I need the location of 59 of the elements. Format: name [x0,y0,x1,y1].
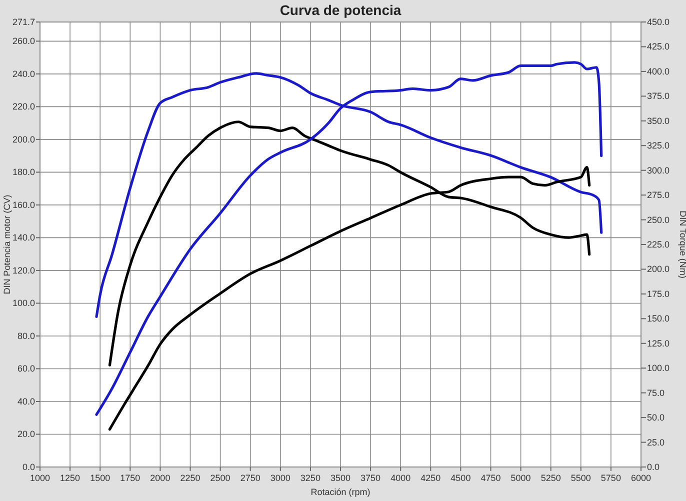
x-tick-label: 4000 [390,473,411,483]
x-tick-label: 2000 [150,473,170,483]
y2-tick-label: 250.0 [647,214,670,225]
x-tick-label: 1250 [60,473,80,483]
y2-tick-label: 75.0 [647,388,665,398]
y-tick-label: 60.0 [17,364,35,374]
y-tick-label: 240.0 [12,68,35,79]
y-tick-label: 160.0 [12,200,35,210]
y2-tick-label: 325.0 [647,140,670,151]
y2-tick-label: 425.0 [647,42,670,52]
x-tick-label: 5250 [540,473,561,483]
y2-tick-label: 300.0 [647,165,670,176]
y2-tick-label: 125.0 [647,338,670,348]
x-tick-label: 4750 [480,473,501,483]
x-tick-label: 5000 [510,473,531,483]
y2-tick-label: 200.0 [647,264,670,274]
x-tick-label: 3000 [270,473,290,483]
y2-tick-label: 225.0 [647,240,670,250]
x-axis-title: Rotación (rpm) [310,487,370,497]
y-tick-label: 140.0 [12,232,35,243]
x-tick-label: 3750 [360,473,381,483]
y2-tick-label: 350.0 [647,116,670,126]
y-tick-label: 40.0 [17,396,35,406]
y2-tick-label: 375.0 [647,91,670,102]
y-tick-label: 220.0 [12,102,35,112]
y2-tick-label: 275.0 [647,190,670,200]
x-tick-label: 2750 [240,473,260,483]
y-tick-label: 200.0 [12,134,35,144]
x-tick-label: 3250 [300,473,320,483]
y-tick-label: 20.0 [17,429,35,440]
x-tick-label: 2500 [210,473,230,483]
y2-tick-label: 450.0 [647,17,670,27]
y-tick-label: 260.0 [12,36,35,46]
line-series [95,61,603,416]
y-tick-label: 120.0 [12,265,35,276]
chart-title: Curva de potencia [280,2,402,18]
y-tick-label: 271.7 [12,17,35,27]
y2-tick-label: 100.0 [647,363,670,374]
x-tick-label: 4250 [420,473,441,483]
x-tick-label: 5750 [600,473,621,483]
x-tick-label: 3500 [330,473,351,483]
y2-tick-label: 400.0 [647,66,670,76]
y2-tick-label: 175.0 [647,288,670,299]
y-tick-label: 180.0 [12,167,35,178]
y-tick-label: 0.0 [22,462,35,472]
y2-tick-label: 25.0 [647,437,665,448]
x-tick-label: 5500 [570,473,591,483]
y-axis-title: DIN Potencia motor (CV) [2,194,12,294]
x-tick-label: 1500 [90,473,110,483]
y2-tick-label: 0.0 [647,462,660,472]
x-tick-label: 2250 [180,473,200,483]
y-tick-label: 100.0 [12,298,35,308]
y2-tick-label: 150.0 [647,314,670,324]
x-tick-label: 1000 [30,473,50,483]
x-tick-label: 4500 [450,473,471,483]
x-tick-label: 1750 [120,473,140,483]
y2-tick-label: 50.0 [647,412,665,423]
x-tick-label: 6000 [630,473,652,483]
y-tick-label: 80.0 [17,330,35,341]
